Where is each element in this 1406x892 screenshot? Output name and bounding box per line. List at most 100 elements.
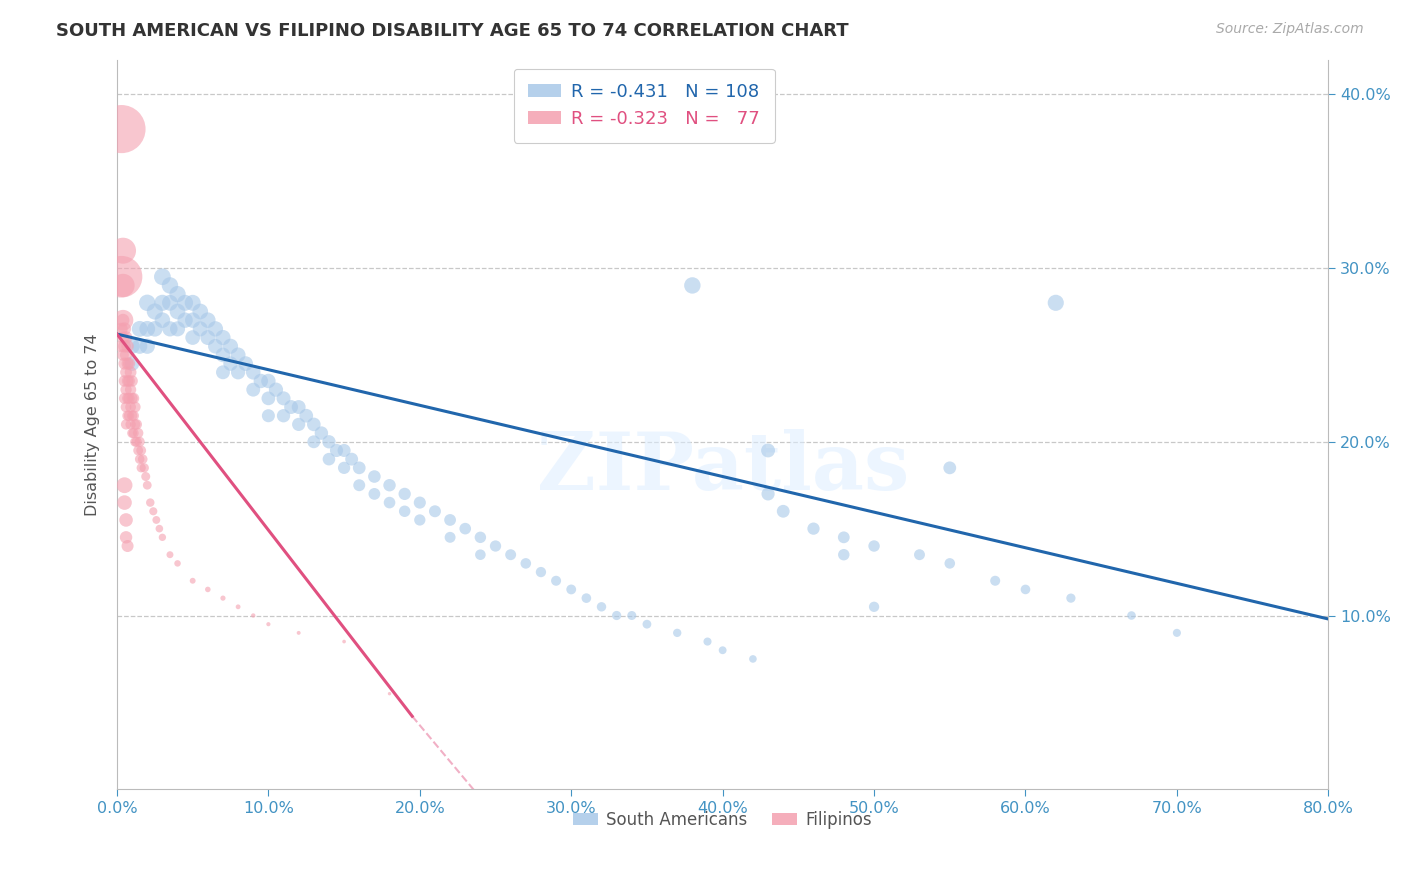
Point — [287, 400, 309, 414]
Point — [242, 383, 264, 397]
Point — [114, 322, 136, 336]
Point — [575, 591, 598, 606]
Point — [121, 409, 143, 423]
Point — [115, 530, 138, 544]
Point — [439, 530, 461, 544]
Point — [257, 409, 280, 423]
Text: ZIPatlas: ZIPatlas — [537, 429, 908, 508]
Point — [1045, 295, 1067, 310]
Point — [226, 348, 249, 362]
Point — [114, 339, 136, 353]
Point — [212, 591, 235, 606]
Point — [128, 452, 150, 467]
Point — [803, 522, 825, 536]
Point — [832, 530, 855, 544]
Point — [128, 434, 150, 449]
Point — [124, 400, 146, 414]
Point — [111, 348, 134, 362]
Point — [235, 357, 257, 371]
Point — [150, 530, 173, 544]
Point — [287, 625, 309, 640]
Point — [363, 469, 385, 483]
Point — [159, 278, 181, 293]
Point — [166, 304, 188, 318]
Point — [219, 357, 242, 371]
Point — [121, 426, 143, 441]
Point — [159, 548, 181, 562]
Point — [264, 383, 287, 397]
Point — [181, 295, 204, 310]
Point — [117, 339, 139, 353]
Point — [114, 392, 136, 406]
Point — [226, 599, 249, 614]
Point — [212, 330, 235, 344]
Point — [117, 409, 139, 423]
Point — [150, 313, 173, 327]
Point — [546, 574, 568, 588]
Point — [124, 417, 146, 432]
Point — [295, 409, 318, 423]
Point — [273, 409, 295, 423]
Point — [666, 625, 689, 640]
Point — [349, 478, 371, 492]
Point — [378, 687, 401, 701]
Point — [118, 392, 141, 406]
Point — [939, 557, 962, 571]
Point — [409, 513, 432, 527]
Point — [120, 383, 142, 397]
Point — [121, 339, 143, 353]
Point — [115, 330, 138, 344]
Point — [204, 322, 226, 336]
Point — [287, 417, 309, 432]
Point — [111, 244, 134, 258]
Point — [181, 574, 204, 588]
Point — [333, 634, 356, 648]
Point — [121, 357, 143, 371]
Point — [939, 460, 962, 475]
Point — [145, 513, 167, 527]
Point — [122, 409, 145, 423]
Point — [181, 330, 204, 344]
Point — [772, 504, 794, 518]
Point — [114, 495, 136, 509]
Point — [115, 348, 138, 362]
Point — [378, 478, 401, 492]
Point — [129, 443, 152, 458]
Point — [257, 392, 280, 406]
Point — [128, 322, 150, 336]
Point — [423, 504, 446, 518]
Point — [606, 608, 628, 623]
Point — [115, 417, 138, 432]
Point — [302, 434, 325, 449]
Point — [318, 452, 340, 467]
Point — [863, 599, 886, 614]
Point — [470, 548, 492, 562]
Point — [117, 374, 139, 388]
Point — [197, 330, 219, 344]
Point — [257, 617, 280, 632]
Point — [378, 495, 401, 509]
Point — [1121, 608, 1143, 623]
Point — [139, 495, 162, 509]
Text: SOUTH AMERICAN VS FILIPINO DISABILITY AGE 65 TO 74 CORRELATION CHART: SOUTH AMERICAN VS FILIPINO DISABILITY AG… — [56, 22, 849, 40]
Point — [333, 460, 356, 475]
Point — [111, 330, 134, 344]
Point — [908, 548, 931, 562]
Point — [114, 357, 136, 371]
Point — [318, 434, 340, 449]
Point — [591, 599, 613, 614]
Y-axis label: Disability Age 65 to 74: Disability Age 65 to 74 — [86, 333, 100, 516]
Point — [143, 322, 166, 336]
Point — [117, 392, 139, 406]
Point — [212, 365, 235, 379]
Point — [219, 339, 242, 353]
Point — [174, 313, 197, 327]
Point — [188, 322, 211, 336]
Point — [212, 348, 235, 362]
Point — [470, 530, 492, 544]
Point — [121, 374, 143, 388]
Point — [118, 374, 141, 388]
Text: Source: ZipAtlas.com: Source: ZipAtlas.com — [1216, 22, 1364, 37]
Point — [118, 409, 141, 423]
Point — [620, 608, 643, 623]
